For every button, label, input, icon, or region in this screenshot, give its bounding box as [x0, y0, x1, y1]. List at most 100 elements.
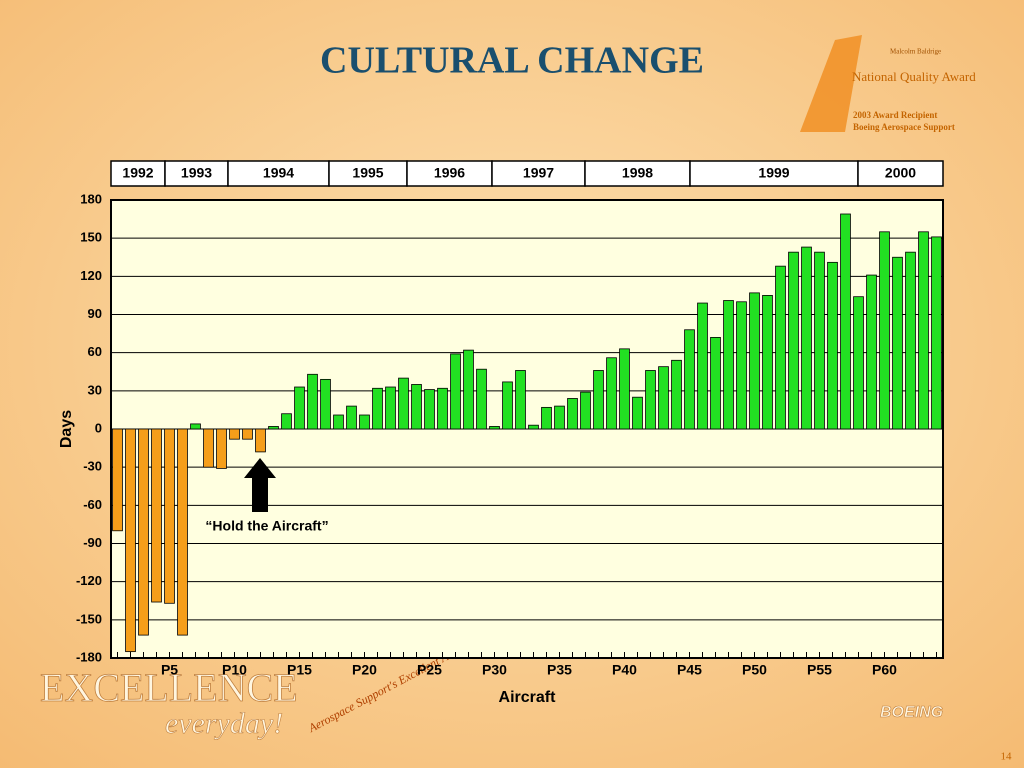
- bar: [346, 405, 357, 430]
- bar: [411, 384, 422, 430]
- bar: [450, 353, 461, 430]
- bar: [749, 292, 760, 430]
- award-small: Malcolm Baldrige: [890, 48, 941, 56]
- year-label: 1997: [523, 165, 554, 181]
- year-cell: [227, 160, 330, 187]
- year-cell: [857, 160, 944, 187]
- year-cell: [584, 160, 691, 187]
- bar: [580, 391, 591, 430]
- bar: [931, 236, 942, 430]
- bar: [593, 370, 604, 430]
- x-tick-label: P25: [417, 662, 442, 678]
- year-label: 1992: [122, 165, 153, 181]
- x-tick-label: P15: [287, 662, 312, 678]
- bar: [515, 370, 526, 430]
- bar: [151, 428, 162, 603]
- bar: [164, 428, 175, 604]
- title: CULTURAL CHANGE: [320, 40, 704, 82]
- bar: [697, 302, 708, 430]
- annotation: “Hold the Aircraft”: [205, 518, 328, 534]
- bar: [645, 370, 656, 430]
- bar: [853, 296, 864, 430]
- y-tick-label: 180: [80, 191, 102, 206]
- year-cell: [164, 160, 229, 187]
- y-tick-label: -30: [83, 459, 102, 474]
- bar: [710, 336, 721, 430]
- y-tick-label: 150: [80, 230, 102, 245]
- bar: [736, 301, 747, 430]
- award-logo: Malcolm Baldrige National Quality Award …: [800, 35, 976, 132]
- award-title: National Quality Award: [852, 69, 976, 84]
- x-tick-label: P20: [352, 662, 377, 678]
- year-label: 1999: [758, 165, 789, 181]
- year-label: 1993: [181, 165, 212, 181]
- bar: [762, 295, 773, 430]
- bar: [320, 378, 331, 430]
- award-recipient: 2003 Award Recipient: [853, 110, 937, 120]
- award-star: [800, 35, 862, 132]
- bar: [632, 396, 643, 430]
- y-tick-label: 60: [88, 344, 102, 359]
- bar: [463, 349, 474, 430]
- bar: [827, 261, 838, 430]
- y-tick-label: 0: [95, 420, 102, 435]
- year-label: 1994: [263, 165, 294, 181]
- bar: [840, 213, 851, 430]
- x-tick-label: P60: [872, 662, 897, 678]
- x-tick-label: P45: [677, 662, 702, 678]
- bar: [905, 251, 916, 430]
- bar: [619, 348, 630, 430]
- bar: [229, 428, 240, 440]
- bar: [372, 387, 383, 430]
- x-tick-label: P55: [807, 662, 832, 678]
- y-tick-label: -60: [83, 497, 102, 512]
- x-tick-label: P40: [612, 662, 637, 678]
- bar: [801, 246, 812, 430]
- bar: [814, 251, 825, 430]
- y-tick-label: -150: [76, 611, 102, 626]
- bar: [281, 413, 292, 430]
- bar: [385, 386, 396, 430]
- bar: [541, 406, 552, 430]
- bar: [554, 405, 565, 430]
- everyday: everyday!: [165, 707, 283, 740]
- bar: [112, 428, 123, 532]
- bar: [268, 426, 279, 430]
- y-axis-label: Days: [58, 410, 75, 448]
- bar: [502, 381, 513, 430]
- bar: [723, 300, 734, 430]
- year-cell: [406, 160, 493, 187]
- bar: [671, 359, 682, 430]
- bar: [138, 428, 149, 636]
- bar: [203, 428, 214, 468]
- year-header: 1992 1993 1994 1995 1996 1997 1998 1999 2000: [110, 160, 944, 187]
- bar: [684, 329, 695, 430]
- award-org: Boeing Aerospace Support: [853, 122, 955, 132]
- x-tick-label: P35: [547, 662, 572, 678]
- bar: [476, 368, 487, 430]
- bar: [528, 424, 539, 430]
- boeing: BOEING: [880, 704, 943, 721]
- page-number: 14: [1001, 751, 1013, 763]
- bar: [242, 428, 253, 440]
- bar: [866, 274, 877, 430]
- plot-border: [110, 199, 944, 659]
- bar: [567, 398, 578, 430]
- bar: [255, 428, 266, 453]
- x-tick-label: P50: [742, 662, 767, 678]
- bar: [489, 426, 500, 430]
- y-tick-label: -120: [76, 573, 102, 588]
- y-tick-label: -180: [76, 649, 102, 664]
- bar: [177, 428, 188, 636]
- y-tick-label: 120: [80, 268, 102, 283]
- bar: [294, 386, 305, 430]
- year-label: 1996: [434, 165, 465, 181]
- bar: [398, 377, 409, 430]
- year-cell: [110, 160, 166, 187]
- bar: [658, 366, 669, 430]
- x-tick-label: P10: [222, 662, 247, 678]
- year-label: 2000: [885, 165, 916, 181]
- y-tick-label: 90: [88, 306, 102, 321]
- bar: [359, 414, 370, 430]
